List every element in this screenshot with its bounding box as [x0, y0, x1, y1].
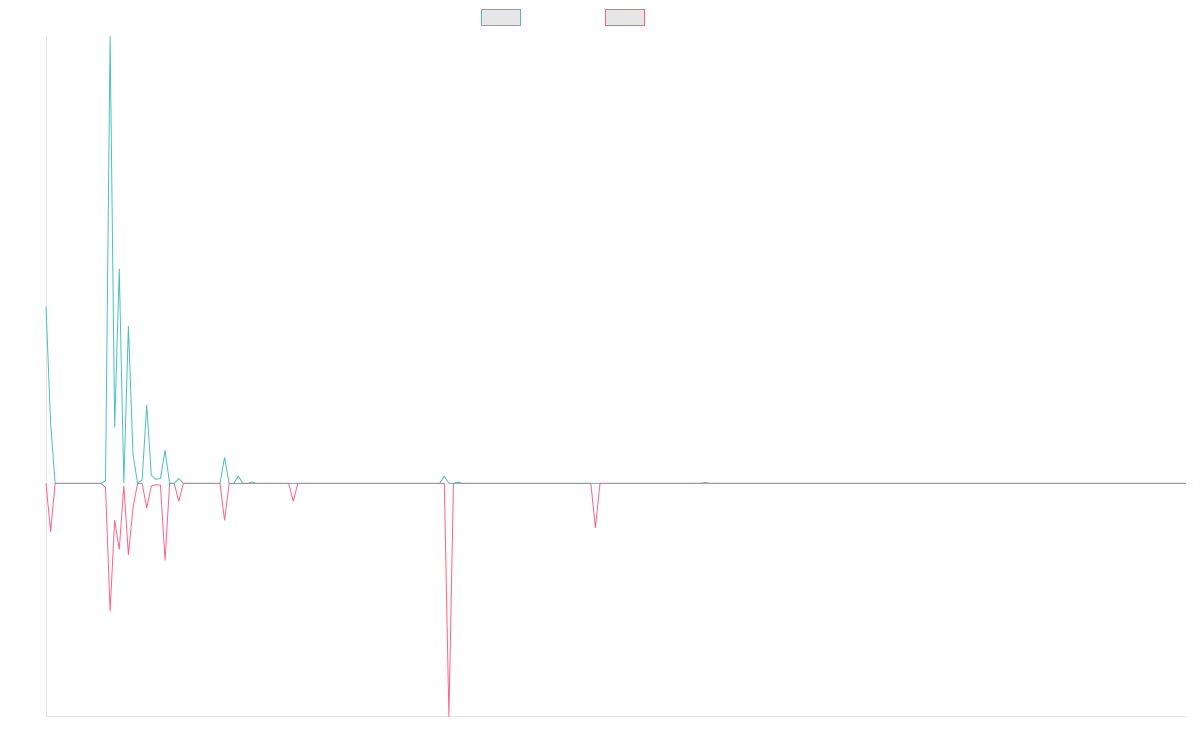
plot-area: [45, 35, 1186, 717]
series-line-2: [45, 482, 1186, 717]
series-line-1: [45, 35, 1186, 485]
axes: [46, 36, 1186, 717]
legend[interactable]: [481, 9, 645, 26]
legend-swatch-2[interactable]: [605, 9, 645, 26]
legend-swatch-1[interactable]: [481, 9, 521, 26]
